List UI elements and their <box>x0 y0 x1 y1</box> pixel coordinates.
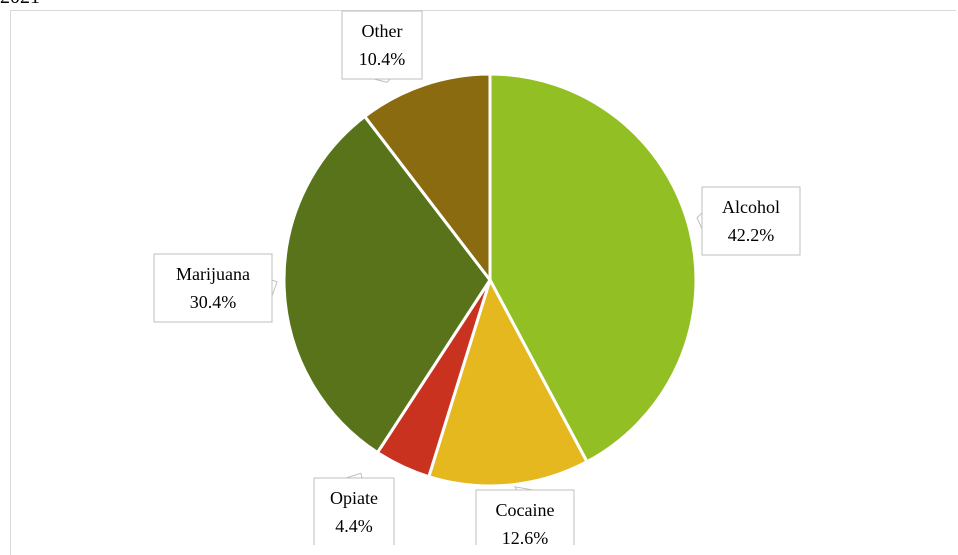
data-label-cocaine: Cocaine 12.6% <box>475 486 575 545</box>
chart-frame <box>10 10 956 555</box>
data-label-category: Marijuana <box>176 264 250 284</box>
data-label-box <box>341 10 423 80</box>
data-label-category: Cocaine <box>496 500 555 520</box>
data-label-alcohol: Alcohol 42.2% <box>696 186 801 256</box>
data-label-box <box>701 186 801 256</box>
data-label-other: Other 10.4% <box>341 10 423 83</box>
data-label-category: Alcohol <box>722 197 780 217</box>
data-label-pointer <box>373 78 392 83</box>
data-label-value: 12.6% <box>502 528 549 545</box>
data-label-pointer <box>271 279 278 297</box>
data-label-value: 42.2% <box>728 225 775 245</box>
data-label-value: 30.4% <box>190 292 237 312</box>
data-label-pointer <box>345 472 363 479</box>
data-label-category: Opiate <box>330 488 378 508</box>
data-label-box <box>475 489 575 545</box>
data-label-box <box>153 253 273 323</box>
pie-slice-cocaine <box>426 276 589 488</box>
chart-title-cut: 2021 <box>0 0 40 7</box>
data-label-value: 10.4% <box>359 49 406 69</box>
data-label-box <box>313 477 395 545</box>
pie-callouts: Alcohol 42.2% Cocaine 12.6% Opiate 4.4% Mariju… <box>153 10 801 545</box>
data-label-category: Other <box>362 21 403 41</box>
pie-slice-other <box>362 72 492 285</box>
data-label-opiate: Opiate 4.4% <box>313 472 395 545</box>
pie-slice-marijuana <box>282 114 492 455</box>
data-label-pointer <box>696 211 703 230</box>
data-label-marijuana: Marijuana 30.4% <box>153 253 278 323</box>
data-label-value: 4.4% <box>335 516 373 536</box>
pie-slices <box>282 72 698 488</box>
pie-slice-alcohol <box>488 72 698 464</box>
